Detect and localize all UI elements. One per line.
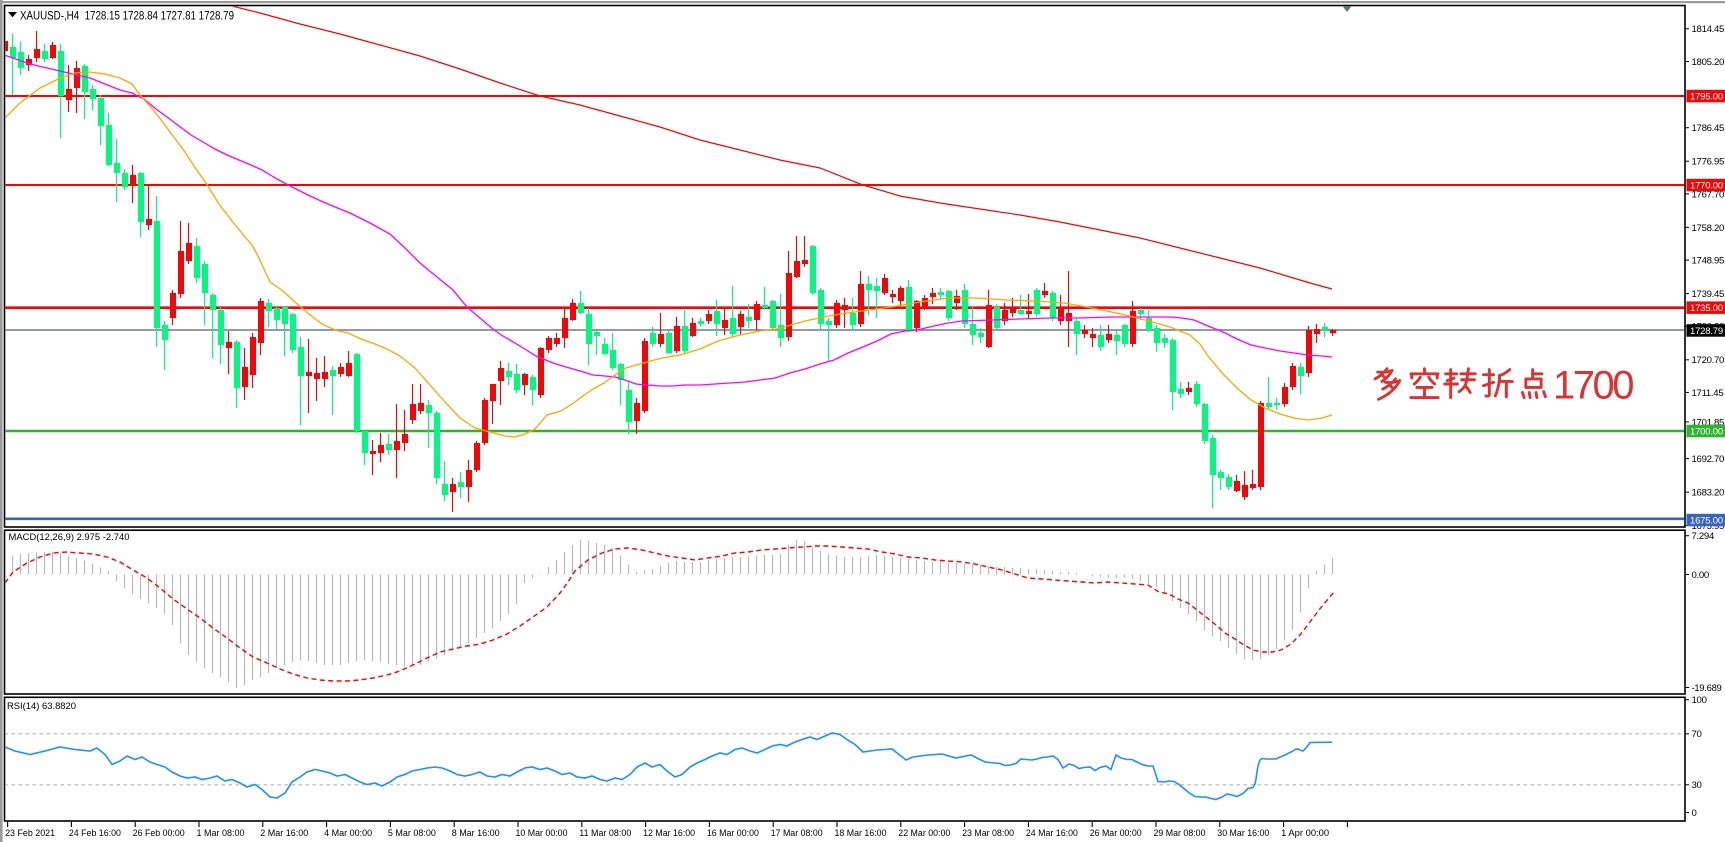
svg-text:12 Mar 16:00: 12 Mar 16:00	[643, 828, 695, 839]
svg-text:1739.45: 1739.45	[1692, 289, 1725, 300]
svg-text:16 Mar 00:00: 16 Mar 00:00	[707, 828, 759, 839]
svg-text:4 Mar 00:00: 4 Mar 00:00	[324, 828, 372, 839]
svg-text:1758.20: 1758.20	[1692, 223, 1725, 234]
svg-text:XAUUSD-,H4 1728.15 1728.84 17: XAUUSD-,H4 1728.15 1728.84 1727.81 1728.…	[20, 8, 234, 22]
svg-text:100: 100	[1692, 695, 1707, 706]
svg-text:1675.95: 1675.95	[1692, 521, 1725, 532]
svg-text:1711.45: 1711.45	[1692, 388, 1724, 399]
svg-text:1720.70: 1720.70	[1692, 355, 1725, 366]
svg-text:10 Mar 00:00: 10 Mar 00:00	[516, 828, 568, 839]
svg-text:1700.00: 1700.00	[1690, 426, 1723, 437]
svg-text:23 Mar 08:00: 23 Mar 08:00	[962, 828, 1014, 839]
svg-text:1748.95: 1748.95	[1692, 256, 1725, 267]
svg-text:24 Feb 16:00: 24 Feb 16:00	[69, 828, 121, 839]
svg-text:1675.00: 1675.00	[1690, 515, 1723, 526]
svg-text:70: 70	[1692, 729, 1702, 740]
svg-text:1814.45: 1814.45	[1692, 24, 1725, 35]
svg-text:-19.689: -19.689	[1692, 683, 1722, 694]
svg-text:1776.95: 1776.95	[1692, 157, 1725, 168]
svg-text:7.294: 7.294	[1692, 531, 1715, 542]
svg-text:1735.00: 1735.00	[1690, 303, 1723, 314]
svg-text:24 Mar 16:00: 24 Mar 16:00	[1026, 828, 1078, 839]
svg-text:17 Mar 08:00: 17 Mar 08:00	[771, 828, 823, 839]
svg-text:1767.70: 1767.70	[1692, 189, 1725, 200]
svg-text:1 Mar 08:00: 1 Mar 08:00	[197, 828, 245, 839]
svg-text:11 Mar 08:00: 11 Mar 08:00	[579, 828, 631, 839]
svg-text:1770.00: 1770.00	[1690, 180, 1723, 191]
svg-text:26 Mar 00:00: 26 Mar 00:00	[1090, 828, 1142, 839]
svg-text:1701.85: 1701.85	[1692, 417, 1725, 428]
svg-text:1700: 1700	[1553, 364, 1633, 408]
svg-text:30: 30	[1692, 780, 1702, 791]
svg-text:MACD(12,26,9) 2.975 -2.740: MACD(12,26,9) 2.975 -2.740	[9, 532, 130, 542]
svg-text:0.00: 0.00	[1692, 570, 1709, 581]
svg-text:1728.79: 1728.79	[1690, 326, 1723, 337]
svg-text:23 Feb 2021: 23 Feb 2021	[5, 828, 55, 839]
svg-text:5 Mar 08:00: 5 Mar 08:00	[388, 828, 436, 839]
svg-text:22 Mar 00:00: 22 Mar 00:00	[898, 828, 950, 839]
svg-text:RSI(14) 63.8820: RSI(14) 63.8820	[7, 701, 76, 711]
svg-text:18 Mar 16:00: 18 Mar 16:00	[835, 828, 887, 839]
svg-text:26 Feb 00:00: 26 Feb 00:00	[133, 828, 185, 839]
svg-text:1805.20: 1805.20	[1692, 57, 1725, 68]
svg-text:1692.70: 1692.70	[1692, 454, 1725, 465]
svg-text:1683.20: 1683.20	[1692, 488, 1725, 499]
svg-text:30 Mar 16:00: 30 Mar 16:00	[1217, 828, 1269, 839]
svg-text:1786.45: 1786.45	[1692, 123, 1725, 134]
svg-text:29 Mar 08:00: 29 Mar 08:00	[1154, 828, 1206, 839]
svg-text:1795.00: 1795.00	[1690, 91, 1723, 102]
svg-text:0: 0	[1692, 808, 1697, 819]
svg-text:8 Mar 16:00: 8 Mar 16:00	[452, 828, 500, 839]
svg-text:2 Mar 16:00: 2 Mar 16:00	[260, 828, 308, 839]
svg-text:1 Apr 00:00: 1 Apr 00:00	[1281, 828, 1329, 839]
